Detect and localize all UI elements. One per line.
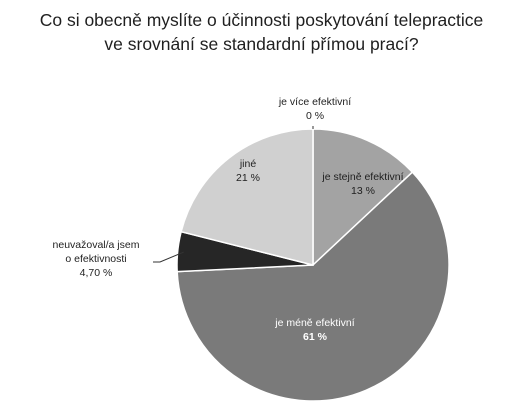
slice-label-je-stejne-efektivni: je stejně efektivní 13 % xyxy=(308,170,418,198)
slice-name: je více efektivní xyxy=(278,96,352,108)
slice-label-jine: jiné 21 % xyxy=(218,157,278,185)
slice-value: 21 % xyxy=(236,172,260,184)
pie-slice-2 xyxy=(176,171,450,402)
slice-name: jiné xyxy=(239,158,257,170)
slice-label-neuvazoval: neuvažoval/a jsem o efektivnosti 4,70 % xyxy=(36,238,156,280)
pie-slices xyxy=(176,128,450,402)
pie-slice-1 xyxy=(312,128,414,267)
chart-title-line-2: ve srovnání se standardní přímou prací? xyxy=(104,34,419,54)
slice-label-je-vice-efektivni: je více efektivní 0 % xyxy=(255,95,375,123)
slice-value: 0 % xyxy=(305,110,325,122)
slice-label-je-mene-efektivni: je méně efektivní 61 % xyxy=(260,316,370,344)
slice-value: 61 % xyxy=(303,331,327,343)
pie-slice-4 xyxy=(180,128,314,266)
slice-name-line-2: o efektivnosti xyxy=(65,253,127,265)
slice-name-line-1: neuvažoval/a jsem xyxy=(52,239,140,251)
slice-name: je stejně efektivní xyxy=(322,171,404,183)
chart-title: Co si obecně myslíte o účinnosti poskyto… xyxy=(0,8,523,56)
slice-value: 13 % xyxy=(351,185,375,197)
slice-value: 4,70 % xyxy=(79,267,113,279)
leader-line-neuvazoval xyxy=(153,251,184,263)
slice-name: je méně efektivní xyxy=(275,317,355,329)
chart-title-line-1: Co si obecně myslíte o účinnosti poskyto… xyxy=(39,10,484,30)
